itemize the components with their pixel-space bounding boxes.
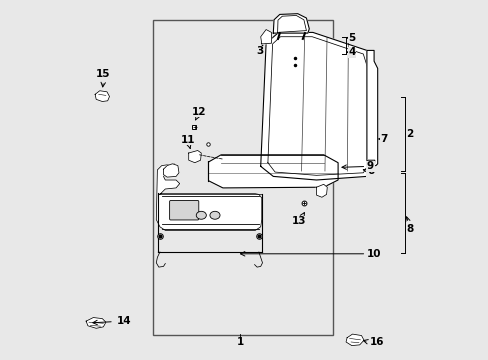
Polygon shape <box>273 14 309 33</box>
Text: 14: 14 <box>93 316 131 326</box>
Text: 10: 10 <box>240 249 381 259</box>
Text: 13: 13 <box>291 213 306 226</box>
Ellipse shape <box>209 211 220 219</box>
Polygon shape <box>163 164 179 177</box>
Text: 15: 15 <box>96 69 110 79</box>
Ellipse shape <box>196 211 206 219</box>
Polygon shape <box>188 150 201 163</box>
Polygon shape <box>316 184 326 197</box>
Polygon shape <box>95 91 109 102</box>
Text: 4: 4 <box>346 47 355 57</box>
Polygon shape <box>208 155 337 188</box>
Text: 11: 11 <box>180 135 195 148</box>
Text: 3: 3 <box>256 45 263 56</box>
Text: 12: 12 <box>192 107 206 120</box>
Polygon shape <box>366 160 374 169</box>
Polygon shape <box>86 318 106 328</box>
Text: 5: 5 <box>346 33 355 43</box>
Polygon shape <box>366 50 377 176</box>
Text: 8: 8 <box>405 217 413 234</box>
Text: 16: 16 <box>369 337 384 347</box>
FancyBboxPatch shape <box>169 201 199 220</box>
Polygon shape <box>260 32 373 180</box>
Text: 6: 6 <box>363 166 373 176</box>
Polygon shape <box>156 164 261 230</box>
Polygon shape <box>260 30 271 44</box>
Text: 7: 7 <box>378 134 387 144</box>
Text: 2: 2 <box>405 129 413 139</box>
Polygon shape <box>346 334 363 346</box>
Text: 1: 1 <box>236 337 244 347</box>
Bar <box>152 20 332 335</box>
Text: 9: 9 <box>341 161 373 171</box>
